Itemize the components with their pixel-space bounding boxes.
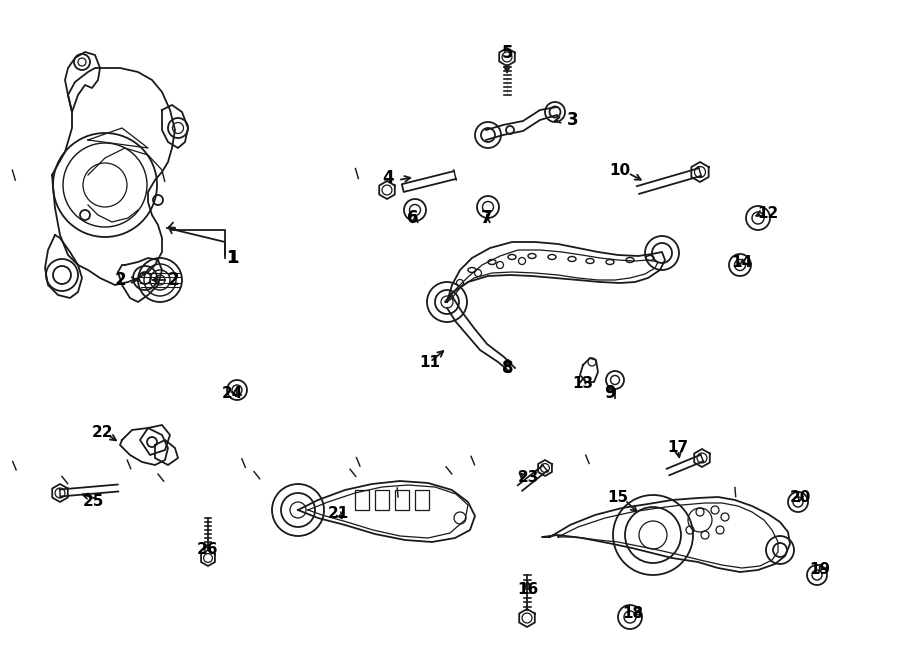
Text: 26: 26 xyxy=(196,542,218,557)
Text: 6: 6 xyxy=(408,209,418,227)
Text: 4: 4 xyxy=(382,169,394,187)
Text: 19: 19 xyxy=(809,563,831,577)
Text: 2: 2 xyxy=(167,271,179,289)
Text: 21: 21 xyxy=(328,506,348,520)
Text: 9: 9 xyxy=(604,384,616,402)
Text: 2: 2 xyxy=(114,271,126,289)
Text: 15: 15 xyxy=(608,491,628,506)
Text: 23: 23 xyxy=(518,471,539,485)
Text: 18: 18 xyxy=(623,606,644,620)
Text: 17: 17 xyxy=(668,440,688,455)
Text: 20: 20 xyxy=(789,491,811,506)
Text: 14: 14 xyxy=(732,254,752,269)
Text: 12: 12 xyxy=(758,205,778,220)
Text: 22: 22 xyxy=(91,424,112,440)
Text: 8: 8 xyxy=(502,359,514,377)
Text: 11: 11 xyxy=(419,354,440,369)
Text: 7: 7 xyxy=(482,209,493,227)
Text: 13: 13 xyxy=(572,375,594,391)
Text: 3: 3 xyxy=(567,111,579,129)
Text: 10: 10 xyxy=(609,162,631,177)
Text: 16: 16 xyxy=(518,583,538,598)
Text: 25: 25 xyxy=(82,495,104,510)
Text: 24: 24 xyxy=(221,385,243,401)
Text: 1: 1 xyxy=(226,249,238,267)
Text: 5: 5 xyxy=(501,44,513,62)
Text: 1: 1 xyxy=(228,249,238,267)
